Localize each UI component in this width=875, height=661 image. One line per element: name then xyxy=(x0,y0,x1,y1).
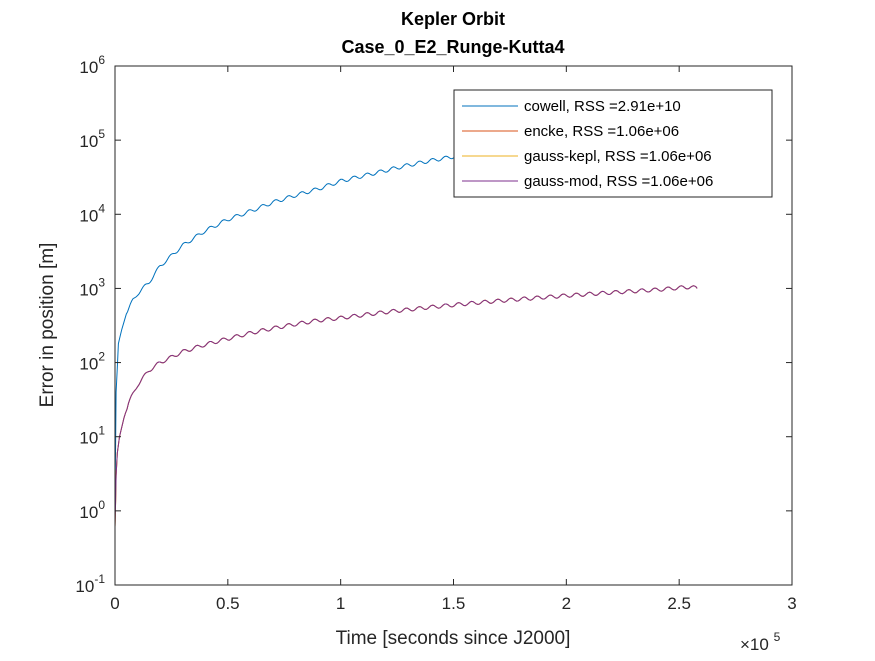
x-tick-label: 2 xyxy=(562,594,571,613)
y-tick-label: 101 xyxy=(79,424,105,448)
legend-label: gauss-kepl, RSS =1.06e+06 xyxy=(524,148,712,165)
x-axis-multiplier: ×10 5 xyxy=(740,630,781,654)
y-tick-label-base: 10 xyxy=(79,132,98,151)
y-axis-label: Error in position [m] xyxy=(37,243,58,408)
series-line-cowell xyxy=(114,152,472,498)
y-tick-label: 102 xyxy=(79,350,105,374)
y-tick-label-exponent: 6 xyxy=(98,53,105,67)
x-tick-label: 1 xyxy=(336,594,345,613)
chart-subtitle: Case_0_E2_Runge-Kutta4 xyxy=(341,37,564,57)
y-tick-label-exponent: 3 xyxy=(98,275,105,289)
x-tick-label: 0.5 xyxy=(216,594,240,613)
y-tick-label-base: 10 xyxy=(79,206,98,225)
x-tick-label: 2.5 xyxy=(667,594,691,613)
x-axis-label: Time [seconds since J2000] xyxy=(336,628,571,649)
y-tick-label: 106 xyxy=(79,53,105,77)
y-tick-label: 10-1 xyxy=(75,572,105,596)
chart-title: Kepler Orbit xyxy=(401,9,505,29)
y-tick-label-base: 10 xyxy=(79,58,98,77)
legend-label: gauss-mod, RSS =1.06e+06 xyxy=(524,173,713,190)
x-axis-multiplier-base: ×10 xyxy=(740,635,769,654)
y-tick-label: 100 xyxy=(79,498,105,522)
y-tick-label-base: 10 xyxy=(79,280,98,299)
y-tick-label-exponent: 2 xyxy=(98,350,105,364)
y-tick-label-base: 10 xyxy=(79,503,98,522)
y-tick-label-base: 10 xyxy=(79,355,98,374)
x-tick-label: 3 xyxy=(787,594,796,613)
y-tick-label: 105 xyxy=(79,127,105,151)
x-axis-multiplier-exponent: 5 xyxy=(774,630,781,644)
series-line-gauss-mod xyxy=(114,285,698,528)
legend-label: encke, RSS =1.06e+06 xyxy=(524,123,679,140)
y-tick-label-exponent: 1 xyxy=(98,424,105,438)
legend: cowell, RSS =2.91e+10 encke, RSS =1.06e+0… xyxy=(453,89,773,198)
y-tick-label-exponent: 0 xyxy=(98,498,105,512)
legend-label: cowell, RSS =2.91e+10 xyxy=(524,98,681,115)
legend-box xyxy=(453,89,773,198)
y-tick-label: 104 xyxy=(79,201,105,225)
y-tick-label-base: 10 xyxy=(75,577,94,596)
y-tick-label-exponent: -1 xyxy=(94,572,105,586)
y-tick-label-exponent: 5 xyxy=(98,127,105,141)
legend-entries: cowell, RSS =2.91e+10 encke, RSS =1.06e+0… xyxy=(462,98,713,190)
x-tick-label: 1.5 xyxy=(442,594,466,613)
x-tick-label: 0 xyxy=(110,594,119,613)
y-tick-label-exponent: 4 xyxy=(98,201,105,215)
y-tick-label: 103 xyxy=(79,275,105,299)
series-layer xyxy=(114,152,698,528)
y-tick-label-base: 10 xyxy=(79,429,98,448)
